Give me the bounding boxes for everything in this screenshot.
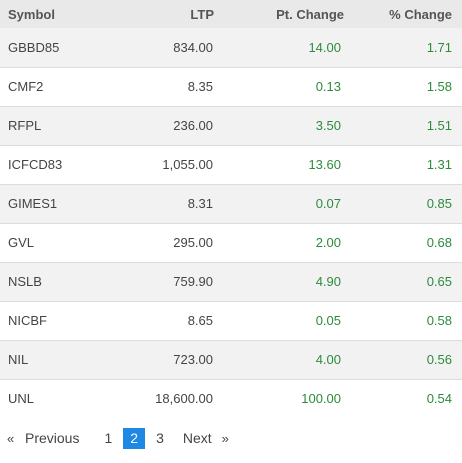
pct-change-cell: 0.85	[352, 183, 462, 223]
ltp-cell: 8.65	[120, 300, 222, 340]
ltp-cell: 295.00	[120, 222, 222, 262]
table-row[interactable]: GIMES1 8.31 0.07 0.85	[0, 183, 462, 223]
page-2-link-current[interactable]: 2	[123, 427, 146, 449]
symbol-cell[interactable]: GBBD85	[8, 39, 60, 55]
pct-change-cell: 1.31	[352, 144, 462, 184]
table-row[interactable]: NSLB 759.90 4.90 0.65	[0, 261, 462, 301]
pct-change-cell: 1.71	[426, 39, 452, 55]
previous-page-link[interactable]: Previous	[25, 430, 80, 446]
pct-change-cell: 1.58	[352, 66, 462, 106]
pt-change-cell: 13.60	[222, 144, 352, 184]
gainers-widget: Symbol LTP Pt. Change % Change GBBD85 83…	[0, 0, 462, 449]
table-header: Symbol LTP Pt. Change % Change	[0, 0, 462, 28]
header-pt-change[interactable]: Pt. Change	[276, 6, 344, 22]
first-page-arrow[interactable]: «	[7, 430, 15, 446]
table-row[interactable]: NIL 723.00 4.00 0.56	[0, 339, 462, 379]
table-body: GBBD85 834.00 14.00 1.71 CMF2 8.35 0.13 …	[0, 28, 462, 418]
symbol-cell[interactable]: GIMES1	[0, 183, 120, 223]
ltp-cell: 8.31	[120, 183, 222, 223]
pct-change-cell: 0.68	[352, 222, 462, 262]
next-page-link[interactable]: Next	[182, 430, 212, 446]
ltp-cell: 834.00	[173, 39, 213, 55]
ltp-cell: 723.00	[120, 339, 222, 379]
symbol-cell[interactable]: NSLB	[0, 261, 120, 301]
table-row[interactable]: UNL 18,600.00 100.00 0.54	[0, 378, 462, 418]
pct-change-cell: 0.58	[352, 300, 462, 340]
pct-change-cell: 0.54	[352, 378, 462, 418]
pct-change-cell: 0.65	[352, 261, 462, 301]
pt-change-cell: 100.00	[222, 378, 352, 418]
symbol-cell[interactable]: RFPL	[0, 105, 120, 145]
ltp-cell: 759.90	[120, 261, 222, 301]
header-pct-change[interactable]: % Change	[389, 6, 452, 22]
pt-change-cell: 4.00	[222, 339, 352, 379]
symbol-cell[interactable]: NICBF	[0, 300, 120, 340]
pt-change-cell: 2.00	[222, 222, 352, 262]
table-row[interactable]: GVL 295.00 2.00 0.68	[0, 222, 462, 262]
pt-change-cell: 0.07	[222, 183, 352, 223]
symbol-cell[interactable]: GVL	[0, 222, 120, 262]
table-row[interactable]: CMF2 8.35 0.13 1.58	[0, 66, 462, 106]
symbol-cell[interactable]: NIL	[0, 339, 120, 379]
header-row: Symbol LTP Pt. Change % Change	[0, 0, 462, 28]
symbol-cell[interactable]: UNL	[0, 378, 120, 418]
pt-change-cell: 14.00	[308, 39, 341, 55]
pt-change-cell: 4.90	[222, 261, 352, 301]
ltp-cell: 1,055.00	[120, 144, 222, 184]
pt-change-cell: 0.13	[222, 66, 352, 106]
header-ltp[interactable]: LTP	[190, 6, 214, 22]
last-page-arrow[interactable]: »	[221, 430, 229, 446]
pct-change-cell: 0.56	[352, 339, 462, 379]
page-1-link[interactable]: 1	[104, 430, 113, 446]
page-3-link[interactable]: 3	[156, 430, 164, 446]
symbol-cell[interactable]: ICFCD83	[0, 144, 120, 184]
table-row[interactable]: NICBF 8.65 0.05 0.58	[0, 300, 462, 340]
pt-change-cell: 3.50	[222, 105, 352, 145]
ltp-cell: 236.00	[120, 105, 222, 145]
table-row[interactable]: GBBD85 834.00 14.00 1.71	[0, 28, 462, 67]
pct-change-cell: 1.51	[352, 105, 462, 145]
table-row[interactable]: ICFCD83 1,055.00 13.60 1.31	[0, 144, 462, 184]
pagination: « Previous 1 2 3 Next »	[0, 427, 462, 449]
ltp-cell: 8.35	[120, 66, 222, 106]
symbol-cell[interactable]: CMF2	[0, 66, 120, 106]
ltp-cell: 18,600.00	[120, 378, 222, 418]
table-row[interactable]: RFPL 236.00 3.50 1.51	[0, 105, 462, 145]
pt-change-cell: 0.05	[222, 300, 352, 340]
header-symbol[interactable]: Symbol	[8, 6, 55, 22]
gainers-table: Symbol LTP Pt. Change % Change GBBD85 83…	[0, 0, 462, 418]
